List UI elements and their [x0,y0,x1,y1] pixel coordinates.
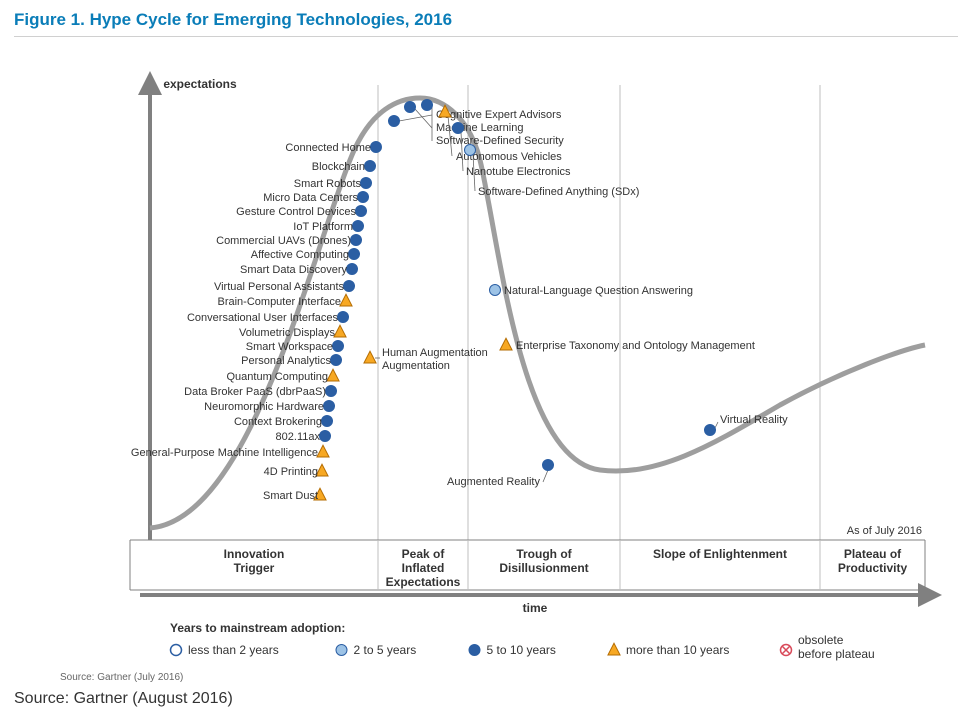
tech-label: Smart Robots [294,178,362,190]
marker-triangle [317,445,329,457]
marker-light [336,645,347,656]
x-axis-label: time [523,601,548,615]
legend-title: Years to mainstream adoption: [170,621,345,635]
phase-label: Trough of [516,547,572,561]
tech-label: 802.11ax [276,431,321,443]
legend-label: more than 10 years [626,643,729,657]
marker-solid [338,312,349,323]
tech-label: Volumetric Displays [239,327,335,339]
hype-cycle-chart: InnovationTrigger Peak ofInflatedExpectat… [0,0,972,714]
marker-triangle [340,294,352,306]
marker-solid [349,249,360,260]
legend-label: obsolete [798,633,844,647]
marker-solid [331,355,342,366]
leader-line [715,422,718,428]
tech-label: Enterprise Taxonomy and Ontology Managem… [516,340,755,352]
marker-solid [365,161,376,172]
tech-label: Personal Analytics [241,355,331,367]
tech-label: Smart Data Discovery [240,264,347,276]
as-of-note: As of July 2016 [847,525,922,537]
marker-triangle [608,643,620,655]
phase-label: Slope of Enlightenment [653,547,787,561]
tech-label: Quantum Computing [227,371,329,383]
tech-label: Conversational User Interfaces [187,312,339,324]
marker-solid [405,102,416,113]
tech-label: Augmented Reality [447,476,540,488]
marker-solid [322,416,333,427]
phase-label: Plateau of [844,547,902,561]
tech-label: Blockchain [312,161,365,173]
marker-solid [361,178,372,189]
phase-label: Productivity [838,561,908,575]
phase-label: Disillusionment [499,561,588,575]
outer-source: Source: Gartner (August 2016) [14,690,233,708]
inner-source: Source: Gartner (July 2016) [60,672,183,683]
marker-solid [543,460,554,471]
tech-label: Nanotube Electronics [466,166,571,178]
legend-label: less than 2 years [188,643,279,657]
tech-label: Affective Computing [251,249,349,261]
marker-solid [453,123,464,134]
marker-triangle [500,338,512,350]
tech-label: Brain-Computer Interface [218,296,342,308]
legend-label: before plateau [798,647,875,661]
marker-solid [705,425,716,436]
tech-label: General-Purpose Machine Intelligence [131,447,318,459]
marker-solid [353,221,364,232]
marker-solid [358,192,369,203]
marker-solid [333,341,344,352]
marker-solid [356,206,367,217]
tech-label: Virtual Reality [720,414,788,426]
tech-label: Natural-Language Question Answering [504,285,693,297]
phase-label: Expectations [386,575,461,589]
y-axis-label: expectations [163,77,237,91]
tech-label: Neuromorphic Hardware [204,401,324,413]
tech-label: Smart Workspace [246,341,333,353]
marker-triangle [334,325,346,337]
tech-label: Software-Defined Security [436,135,564,147]
phase-label: Peak of [402,547,446,561]
leader-line [399,115,432,121]
marker-solid [371,142,382,153]
phase-label: Trigger [234,561,275,575]
marker-solid [347,264,358,275]
tech-label: Micro Data Centers [263,192,358,204]
marker-solid [320,431,331,442]
legend-label: 5 to 10 years [487,643,556,657]
tech-label: Commercial UAVs (Drones) [216,235,351,247]
tech-label: Context Brokering [234,416,322,428]
marker-light [490,285,501,296]
marker-solid [351,235,362,246]
marker-solid [422,100,433,111]
tech-label: Smart Dust [263,490,318,502]
marker-solid [324,401,335,412]
marker-light [465,145,476,156]
marker-solid [344,281,355,292]
leader-line [415,109,432,128]
marker-solid [326,386,337,397]
tech-label: Gesture Control Devices [236,206,356,218]
tech-label: 4D Printing [264,466,318,478]
marker-solid [469,645,480,656]
leader-line [543,470,548,482]
tech-label: Virtual Personal Assistants [214,281,345,293]
marker-triangle [327,369,339,381]
marker-open [171,645,182,656]
tech-label: IoT Platform [293,221,353,233]
phase-label: Inflated [402,561,445,575]
legend-label: 2 to 5 years [354,643,417,657]
tech-label: Connected Home [285,142,371,154]
tech-label: Augmentation [382,360,450,372]
phase-label: Innovation [224,547,285,561]
marker-solid [389,116,400,127]
tech-label: Cognitive Expert Advisors [436,109,562,121]
marker-triangle [364,351,376,363]
tech-label: Human Augmentation [382,347,488,359]
tech-label: Data Broker PaaS (dbrPaaS) [184,386,326,398]
tech-label: Software-Defined Anything (SDx) [478,186,639,198]
